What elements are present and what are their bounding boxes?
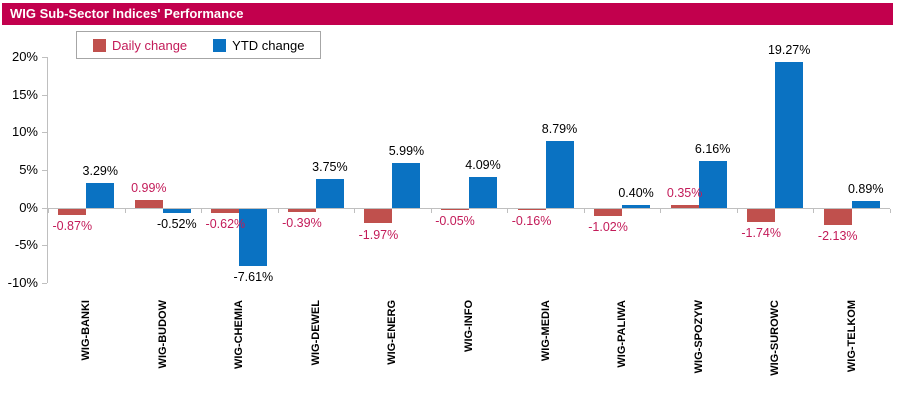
y-axis-tick-label: -5%	[14, 237, 38, 253]
daily-data-label: 0.99%	[131, 181, 167, 196]
ytd-data-label: -7.61%	[233, 269, 274, 284]
ytd-data-label: 6.16%	[694, 142, 731, 157]
daily-bar	[823, 208, 852, 225]
x-axis-tick	[890, 208, 891, 213]
x-axis-line	[48, 207, 890, 209]
y-axis-tick	[42, 245, 47, 247]
legend-entry-daily-change: Daily change	[93, 38, 187, 53]
chart-legend: Daily change YTD change	[76, 31, 322, 59]
legend-label-ytd-change: YTD change	[232, 37, 305, 53]
daily-data-label: -1.74%	[741, 225, 781, 240]
daily-bar	[134, 200, 163, 208]
daily-change-swatch-icon	[93, 38, 106, 52]
ytd-bar	[851, 200, 880, 208]
category-label: WIG-SUROWC	[769, 300, 782, 376]
ytd-data-label: 4.09%	[465, 157, 501, 172]
y-axis-tick	[42, 283, 47, 284]
ytd-data-label: 0.40%	[618, 185, 654, 200]
ytd-bar	[315, 179, 344, 208]
x-axis-tick	[124, 208, 126, 213]
x-axis-tick	[48, 208, 49, 213]
daily-data-label: -0.39%	[282, 215, 322, 230]
daily-data-label: -0.16%	[511, 213, 552, 228]
y-axis-tick	[42, 132, 47, 134]
daily-bar	[517, 208, 546, 210]
category-label: WIG-PALIWA	[616, 300, 629, 368]
y-axis-tick-label: 15%	[11, 86, 38, 102]
daily-bar	[594, 208, 623, 217]
y-axis-tick	[42, 170, 47, 171]
daily-bar	[747, 208, 776, 222]
x-axis-tick	[201, 208, 203, 213]
daily-bar	[287, 208, 316, 212]
ytd-bar	[239, 208, 268, 266]
x-axis-tick	[354, 208, 356, 213]
y-axis-tick-label: 10%	[11, 124, 38, 140]
ytd-data-label: 19.27%	[767, 43, 811, 58]
ytd-change-swatch-icon	[213, 38, 227, 52]
daily-bar	[670, 205, 699, 208]
y-axis-tick	[42, 57, 47, 58]
ytd-bar	[392, 162, 421, 208]
daily-data-label: -0.05%	[435, 213, 475, 228]
category-label: WIG-SPOZYW	[692, 300, 705, 374]
chart-title-bar: WIG Sub-Sector Indices' Performance	[2, 3, 893, 25]
category-label: WIG-BUDOW	[156, 300, 169, 369]
daily-data-label: -0.62%	[205, 217, 246, 232]
daily-data-label: -2.13%	[817, 228, 858, 243]
daily-data-label: -0.87%	[52, 219, 93, 234]
legend-label-daily-change: Daily change	[112, 37, 188, 53]
category-label: WIG-TELKOM	[845, 300, 858, 373]
y-axis-tick	[42, 94, 47, 96]
ytd-bar	[162, 208, 191, 213]
category-label: WIG-ENERG	[386, 300, 399, 365]
chart-title: WIG Sub-Sector Indices' Performance	[10, 6, 244, 21]
x-axis-tick	[660, 208, 662, 213]
ytd-bar	[775, 62, 804, 208]
y-axis-tick-label: -10%	[7, 275, 38, 290]
y-axis-tick-label: 5%	[19, 162, 38, 177]
legend-entry-ytd-change: YTD change	[213, 38, 304, 53]
daily-bar	[211, 208, 240, 214]
ytd-bar	[545, 141, 574, 208]
category-label: WIG-INFO	[463, 300, 475, 352]
daily-bar	[364, 208, 393, 224]
ytd-bar	[469, 176, 497, 208]
x-axis-tick	[507, 208, 509, 213]
y-axis-tick	[42, 207, 47, 209]
x-axis-tick	[277, 208, 279, 213]
daily-bar	[58, 208, 87, 216]
y-axis-line	[47, 57, 48, 283]
daily-bar	[441, 208, 469, 210]
daily-data-label: 0.35%	[666, 186, 703, 201]
ytd-data-label: 3.29%	[82, 163, 118, 178]
ytd-data-label: 5.99%	[388, 143, 425, 158]
category-label: WIG-MEDIA	[539, 300, 552, 362]
ytd-data-label: -0.52%	[157, 216, 197, 231]
category-label: WIG-BANKI	[80, 300, 93, 361]
ytd-bar	[622, 204, 651, 208]
x-axis-tick	[736, 208, 738, 213]
ytd-bar	[698, 161, 727, 208]
y-axis-tick-label: 0%	[19, 199, 38, 215]
category-label: WIG-CHEMIA	[233, 300, 246, 370]
daily-data-label: -1.97%	[358, 227, 399, 242]
ytd-data-label: 3.75%	[312, 160, 348, 175]
ytd-bar	[86, 182, 115, 208]
daily-data-label: -1.02%	[588, 220, 628, 235]
y-axis-tick-label: 20%	[11, 49, 38, 64]
ytd-data-label: 8.79%	[541, 122, 578, 137]
x-axis-tick	[430, 208, 432, 213]
x-axis-tick	[813, 208, 815, 213]
ytd-data-label: 0.89%	[847, 181, 884, 196]
x-axis-tick	[583, 208, 585, 213]
category-label: WIG-DEWEL	[309, 300, 322, 366]
